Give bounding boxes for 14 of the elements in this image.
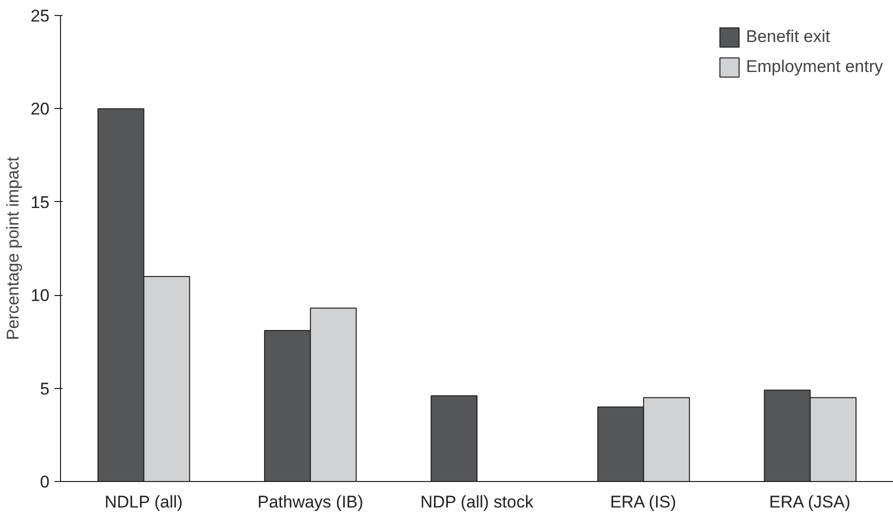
x-tick-label: ERA (IS) <box>610 492 676 512</box>
y-tick-label: 10 <box>30 286 50 306</box>
y-tick-label: 0 <box>40 472 50 492</box>
y-tick-label: 15 <box>30 192 50 212</box>
x-tick-label: NDP (all) stock <box>420 492 534 512</box>
x-tick-label: NDLP (all) <box>104 492 183 512</box>
y-tick-label: 5 <box>40 379 50 398</box>
legend-label: Employment entry <box>746 57 883 77</box>
x-tick-label: Pathways (IB) <box>257 492 364 512</box>
y-axis-title: Percentage point impact <box>4 156 23 340</box>
y-tick-label: 20 <box>30 100 50 119</box>
y-tick-label: 25 <box>30 6 50 26</box>
x-tick-label: ERA (JSA) <box>769 492 850 512</box>
legend-label: Benefit exit <box>746 27 830 47</box>
